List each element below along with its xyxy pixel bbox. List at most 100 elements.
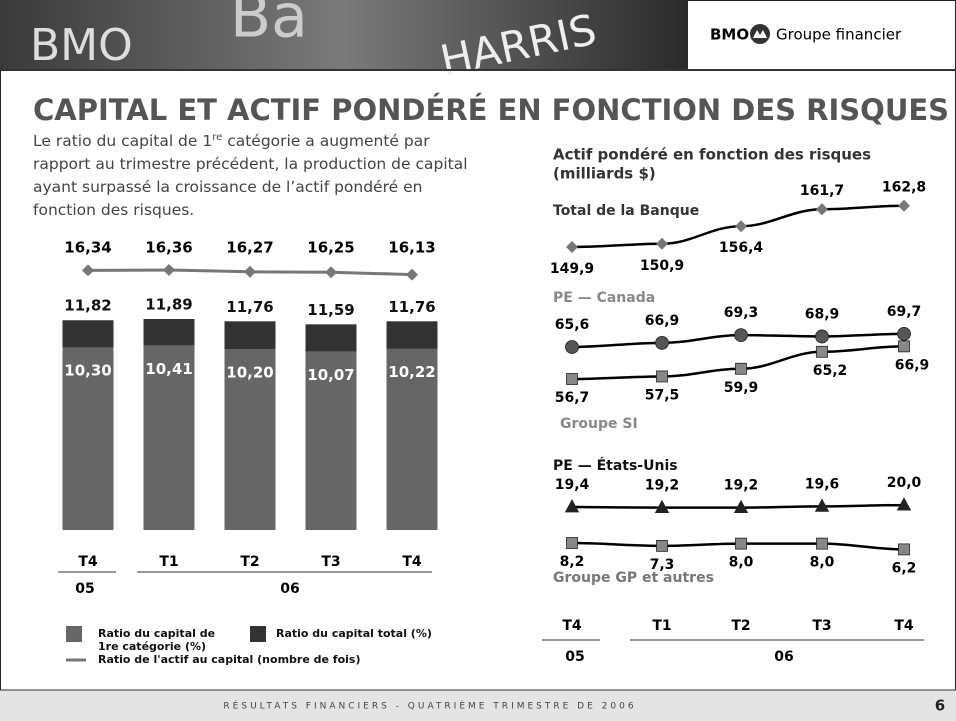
marker <box>735 537 747 550</box>
chart-title: (milliards $) <box>553 165 656 183</box>
value-label: 11,89 <box>145 296 192 314</box>
value-label: 11,59 <box>307 301 354 319</box>
value-label: 162,8 <box>882 180 926 196</box>
bar <box>305 351 357 530</box>
marker <box>816 345 828 358</box>
value-label: 16,34 <box>64 239 111 257</box>
marker <box>564 499 580 513</box>
value-label: 10,30 <box>64 362 111 380</box>
series-label: PE — Canada <box>553 290 655 306</box>
value-label: 8,0 <box>729 555 754 571</box>
value-label: 10,07 <box>307 366 354 384</box>
brand-logo <box>750 24 770 44</box>
value-label: 69,7 <box>887 304 922 320</box>
x-tick-label: T1 <box>159 554 178 570</box>
value-label: 16,36 <box>145 239 192 257</box>
marker <box>565 340 579 354</box>
group-label: 05 <box>75 581 94 597</box>
value-label: 16,27 <box>226 239 273 257</box>
value-label: 56,7 <box>555 390 590 406</box>
marker <box>654 499 670 514</box>
value-label: 19,2 <box>724 478 759 494</box>
marker <box>814 498 830 512</box>
marker <box>897 326 911 341</box>
x-tick-label: T3 <box>321 554 340 570</box>
value-label: 10,41 <box>145 360 192 378</box>
marker <box>244 265 256 278</box>
brand-suffix: Groupe financier <box>776 26 902 44</box>
x-tick-label: T4 <box>562 618 582 634</box>
value-label: 20,0 <box>887 475 922 491</box>
x-tick-label: T3 <box>812 618 831 634</box>
marker <box>816 203 828 216</box>
value-label: 19,2 <box>645 478 680 494</box>
value-label: 150,9 <box>640 258 684 274</box>
legend-label: Ratio du capital de 1re catégorie (%) <box>98 627 216 653</box>
intro-text: Le ratio du capital de 1re catégorie a a… <box>33 126 483 222</box>
brand-logo-mark <box>753 30 767 38</box>
legend-label: Ratio du capital total (%) <box>276 627 432 640</box>
marker <box>733 499 749 514</box>
value-label: 11,76 <box>388 298 435 316</box>
footer-band <box>0 690 956 721</box>
group-label: 05 <box>565 649 584 665</box>
marker <box>566 537 578 549</box>
x-tick-label: T4 <box>402 554 422 570</box>
series-label: Groupe SI <box>560 416 638 432</box>
bar <box>143 345 195 530</box>
marker <box>656 370 668 383</box>
intro-part: catégorie a augmenté par rapport au trim… <box>33 132 468 220</box>
value-label: 66,9 <box>895 357 930 373</box>
value-label: 10,20 <box>226 363 273 381</box>
value-label: 11,76 <box>226 298 273 316</box>
series-label: PE — États-Unis <box>553 457 678 474</box>
page-number: 6 <box>935 697 945 715</box>
marker <box>655 335 669 350</box>
brand: BMO <box>710 26 749 44</box>
value-label: 65,2 <box>813 363 848 379</box>
value-label: 57,5 <box>645 387 680 403</box>
marker <box>896 497 912 511</box>
marker <box>898 340 910 353</box>
value-label: 59,9 <box>724 380 759 396</box>
value-label: 161,7 <box>800 183 844 199</box>
value-label: 16,25 <box>307 239 354 257</box>
x-tick-label: T4 <box>78 554 98 570</box>
value-label: 6,2 <box>892 560 917 576</box>
marker <box>735 220 747 233</box>
marker <box>734 328 748 343</box>
series-label: Groupe GP et autres <box>553 570 714 586</box>
intro-part: Le ratio du capital de 1 <box>33 132 213 151</box>
x-tick-label: T1 <box>652 618 671 634</box>
value-label: 10,22 <box>388 363 435 381</box>
marker <box>566 373 578 385</box>
marker <box>898 543 910 556</box>
group-label: 06 <box>280 581 299 597</box>
value-label: 8,2 <box>560 554 585 570</box>
x-tick-label: T4 <box>894 618 914 634</box>
value-label: 68,9 <box>805 306 840 322</box>
chart-title: Actif pondéré en fonction des risques <box>553 146 871 164</box>
x-tick-label: T2 <box>731 618 750 634</box>
marker <box>406 268 418 281</box>
marker <box>566 241 578 253</box>
banner-text: BMO <box>30 20 133 71</box>
series-label: Total de la Banque <box>553 203 699 219</box>
slide-title: CAPITAL ET ACTIF PONDÉRÉ EN FONCTION DES… <box>33 93 949 127</box>
marker <box>898 199 910 212</box>
value-label: 19,6 <box>805 476 840 492</box>
bar <box>224 348 276 530</box>
banner-text: Ba <box>230 0 308 52</box>
value-label: 69,3 <box>724 305 759 321</box>
value-label: 19,4 <box>555 477 590 493</box>
value-label: 156,4 <box>719 240 764 256</box>
bar <box>62 347 114 530</box>
marker <box>656 237 668 250</box>
legend-swatch <box>66 626 82 642</box>
legend-swatch <box>250 626 266 642</box>
value-label: 11,82 <box>64 297 111 315</box>
group-label: 06 <box>774 649 793 665</box>
legend-label: Ratio de l'actif au capital (nombre de f… <box>98 653 361 666</box>
value-label: 149,9 <box>550 261 594 277</box>
